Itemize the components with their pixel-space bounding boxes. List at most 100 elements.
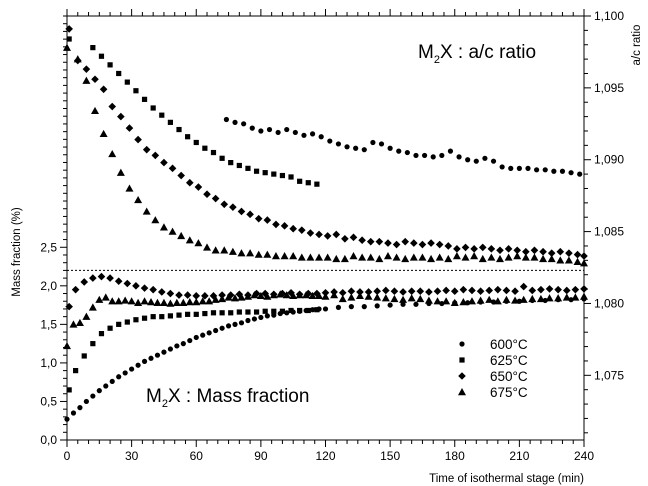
ac-ratio-point [116,70,122,77]
ac-ratio-point [580,252,588,260]
ac-ratio-point [470,245,478,253]
legend-marker-triangle [458,388,466,396]
ac-ratio-point [396,148,402,154]
y-tick-label: 2,0 [40,279,57,293]
mass-fraction-point [305,307,311,314]
mass-fraction-point [493,297,502,305]
ac-ratio-point [177,231,186,240]
mass-fraction-point [107,325,113,331]
ac-ratio-point [487,245,496,253]
mass-fraction-point [450,287,459,296]
ac-ratio-point [577,171,583,177]
mass-fraction-point [71,285,80,294]
mass-fraction-point [70,410,77,416]
mass-fraction-point [562,286,571,295]
ac-ratio-point [125,184,134,192]
ac-ratio-point [185,134,191,140]
ac-ratio-point [306,253,315,261]
ac-ratio-point [387,145,393,151]
ac-ratio-point [482,155,488,161]
mass-fraction-point [264,313,270,319]
legend-marker-diamond [458,372,466,380]
ac-ratio-point [461,243,470,252]
mass-fraction-point [289,291,298,300]
mass-fraction-point [314,307,320,313]
ac-ratio-point [315,230,323,239]
ac-ratio-point [427,239,435,247]
ac-ratio-point [142,207,151,215]
mass-fraction-point [65,302,73,311]
mass-fraction-point [161,349,167,355]
ac-ratio-point [249,125,255,131]
mass-fraction-point [210,310,217,316]
ac-ratio-point [237,249,246,257]
mass-fraction-point [108,297,117,305]
ac-ratio-point [211,194,220,203]
mass-fraction-point [279,308,286,314]
mass-fraction-point [381,294,390,302]
ac-ratio-point [340,254,349,263]
ac-ratio-point [370,139,376,146]
ac-ratio-point [280,252,289,260]
mass-fraction-point [416,287,425,296]
mass-fraction-point [545,285,554,293]
ac-ratio-point [444,242,453,250]
mass-fraction-point [231,294,240,302]
mass-fraction-point [297,307,303,314]
ac-ratio-point [358,236,366,245]
ac-ratio-point [534,167,540,173]
mass-fraction-point [88,303,97,311]
mass-fraction-point [263,292,272,300]
ac-ratio-point [228,160,234,166]
ac-ratio-point [504,245,513,253]
mass-fraction-point [502,286,511,295]
mass-fraction-point [166,289,175,298]
mass-fraction-point [153,298,162,306]
mass-fraction-point [439,300,445,307]
ac-ratio-point [134,195,143,204]
mass-fraction-point [476,287,485,296]
mass-fraction-point [198,297,207,305]
mass-fraction-point [187,337,193,344]
mass-fraction-point [116,321,122,327]
mass-fraction-point [528,286,537,295]
mass-fraction-point [250,291,259,299]
mass-fraction-point [80,278,89,286]
mass-fraction-point [347,293,356,301]
y-tick-label: 1,5 [40,317,57,331]
mass-fraction-point [315,291,324,300]
ac-ratio-point [435,240,444,249]
ac-ratio-point [521,253,530,261]
ac-ratio-point [98,53,105,59]
ac-ratio-point [177,171,185,180]
ac-ratio-point [254,214,263,223]
y2-tick-label: 1,080 [594,296,624,310]
mass-fraction-point [63,341,71,350]
mass-fraction-point [176,312,182,318]
mass-fraction-point [235,290,244,299]
ac-ratio-point [551,168,557,174]
ac-ratio-point [323,253,332,261]
ac-ratio-point [413,152,419,159]
ac-ratio-point [159,223,168,231]
annotation-mass-fraction: M2X : Mass fraction [146,386,309,410]
ac-ratio-point [194,239,203,247]
ac-ratio-point [298,226,306,234]
ac-ratio-point [556,247,565,256]
mass-fraction-point [148,355,154,361]
mass-fraction-point [537,285,545,294]
mass-fraction-point [132,282,140,290]
ac-ratio-point [203,190,211,199]
ac-ratio-point [236,162,242,169]
ac-ratio-point [401,254,410,263]
mass-fraction-point [485,286,494,295]
y-tick-label: 0,5 [40,394,57,408]
ac-ratio-point [410,239,418,247]
ac-ratio-point [220,246,229,254]
mass-fraction-point [141,358,148,364]
y-tick-label: 1,0 [40,356,57,370]
mass-fraction-point [571,293,580,301]
ac-ratio-point [513,252,522,260]
ac-ratio-point [91,75,99,84]
